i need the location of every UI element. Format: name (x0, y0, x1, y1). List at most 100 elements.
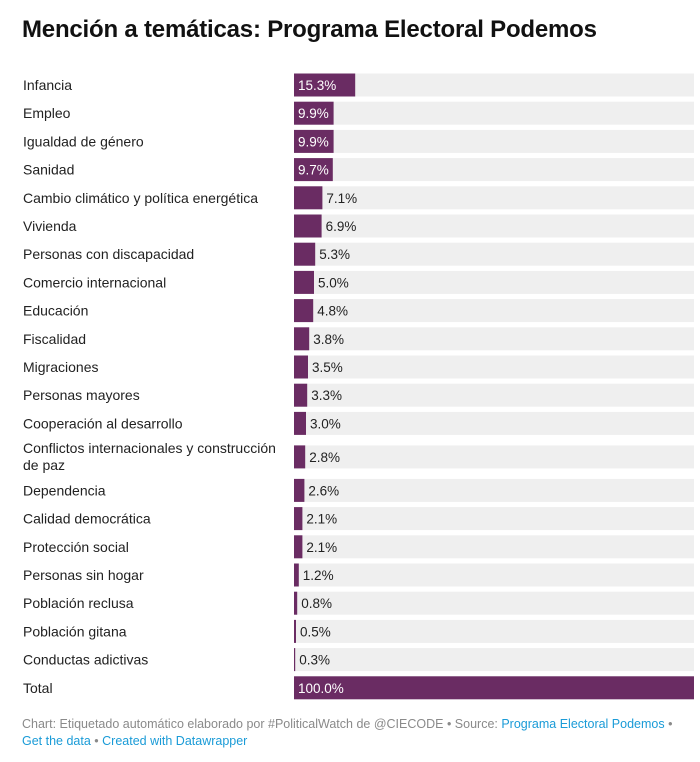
bar-row: Cambio climático y política energética 7.… (23, 186, 694, 210)
value-label: 0.3% (299, 653, 330, 668)
bar (294, 73, 356, 97)
value-label: 2.8% (309, 450, 340, 465)
value-label: 7.1% (326, 191, 357, 206)
bar (294, 355, 308, 379)
bar-row: Calidad democrática 2.1% (23, 507, 694, 531)
bar-track (294, 591, 694, 615)
value-label: 1.2% (303, 568, 334, 583)
bar (294, 411, 306, 435)
footer-credit: Chart: Etiquetado automático elaborado p… (22, 717, 502, 731)
category-label: Educación (23, 303, 88, 319)
bar-row: Fiscalidad 3.8% (23, 327, 694, 351)
bar-track (294, 478, 694, 502)
bar (294, 383, 308, 407)
value-label: 3.3% (311, 388, 342, 403)
bar (294, 242, 316, 266)
bar-row: Conductas adictivas 0.3% (23, 648, 694, 672)
bar-track (294, 383, 694, 407)
bar-row: Conflictos internacionales y construcció… (23, 440, 694, 473)
value-label: 0.5% (300, 624, 331, 639)
bar-row: Dependencia 2.6% (23, 478, 694, 502)
value-label: 3.0% (310, 416, 341, 431)
value-label: 5.0% (318, 275, 349, 290)
footer-sep-2: • (90, 734, 103, 748)
bar (294, 129, 334, 153)
footer-sep-1: • (664, 717, 673, 731)
value-label: 9.7% (298, 163, 329, 178)
bar (294, 270, 314, 294)
category-label: Igualdad de género (23, 133, 144, 149)
bar-track (294, 327, 694, 351)
bar (294, 648, 296, 672)
bar-track (294, 563, 694, 587)
category-label: Total (23, 680, 53, 696)
bar-track (294, 73, 694, 97)
bar (294, 101, 334, 125)
bar-row: Total 100.0% (23, 676, 694, 700)
bar-chart: Infancia 15.3% Empleo 9.9% Igualdad de géner… (23, 73, 694, 700)
bar-track (294, 648, 694, 672)
bar (294, 507, 303, 531)
bar (294, 214, 322, 238)
bar (294, 591, 298, 615)
value-label: 6.9% (326, 219, 357, 234)
bar-row: Personas sin hogar 1.2% (23, 563, 694, 587)
category-label: Calidad democrática (23, 511, 151, 527)
bar-row: Población reclusa 0.8% (23, 591, 694, 615)
value-label: 100.0% (298, 681, 344, 696)
bar (294, 299, 314, 323)
value-label: 2.1% (306, 540, 337, 555)
value-label: 5.3% (319, 247, 350, 262)
bar-track (294, 411, 694, 435)
get-the-data-link[interactable]: Get the data (22, 734, 91, 748)
category-label: Protección social (23, 539, 129, 555)
category-label: Personas mayores (23, 387, 140, 403)
bar-track (294, 445, 694, 469)
bar-row: Protección social 2.1% (23, 535, 694, 559)
bar-row: Población gitana 0.5% (23, 619, 694, 643)
bar (294, 327, 310, 351)
bar-row: Igualdad de género 9.9% (23, 129, 694, 153)
bar (294, 619, 296, 643)
category-label: Conflictos internacionales y construcció… (23, 440, 276, 473)
bar-row: Vivienda 6.9% (23, 214, 694, 238)
category-label: Infancia (23, 77, 72, 93)
bar (294, 158, 333, 182)
bar-track (294, 242, 694, 266)
category-label: Conductas adictivas (23, 652, 148, 668)
bar-row: Cooperación al desarrollo 3.0% (23, 411, 694, 435)
category-label: Población gitana (23, 623, 127, 639)
category-label: Cooperación al desarrollo (23, 415, 183, 431)
value-label: 0.8% (301, 596, 332, 611)
bar-track (294, 299, 694, 323)
category-label: Personas con discapacidad (23, 246, 194, 262)
bar-row: Educación 4.8% (23, 299, 694, 323)
bar (294, 535, 303, 559)
source-link[interactable]: Programa Electoral Podemos (501, 717, 665, 731)
category-label: Vivienda (23, 218, 77, 234)
bar (294, 445, 306, 469)
bar-row: Empleo 9.9% (23, 101, 694, 125)
category-label: Personas sin hogar (23, 567, 144, 583)
category-label: Población reclusa (23, 595, 134, 611)
category-label: Sanidad (23, 162, 74, 178)
bar-track (294, 186, 694, 210)
bar-track (294, 101, 694, 125)
bar-track (294, 507, 694, 531)
category-label: Migraciones (23, 359, 98, 375)
category-label: Comercio internacional (23, 274, 166, 290)
bar-row: Infancia 15.3% (23, 73, 694, 97)
bar-row: Personas con discapacidad 5.3% (23, 242, 694, 266)
bar-row: Personas mayores 3.3% (23, 383, 694, 407)
bar (294, 186, 323, 210)
value-label: 3.5% (312, 360, 343, 375)
bar-track (294, 158, 694, 182)
datawrapper-link[interactable]: Created with Datawrapper (102, 734, 248, 748)
bar-row: Sanidad 9.7% (23, 158, 694, 182)
category-label: Cambio climático y política energética (23, 190, 258, 206)
value-label: 3.8% (313, 332, 344, 347)
bar-track (294, 535, 694, 559)
value-label: 9.9% (298, 106, 329, 121)
bar (294, 478, 305, 502)
